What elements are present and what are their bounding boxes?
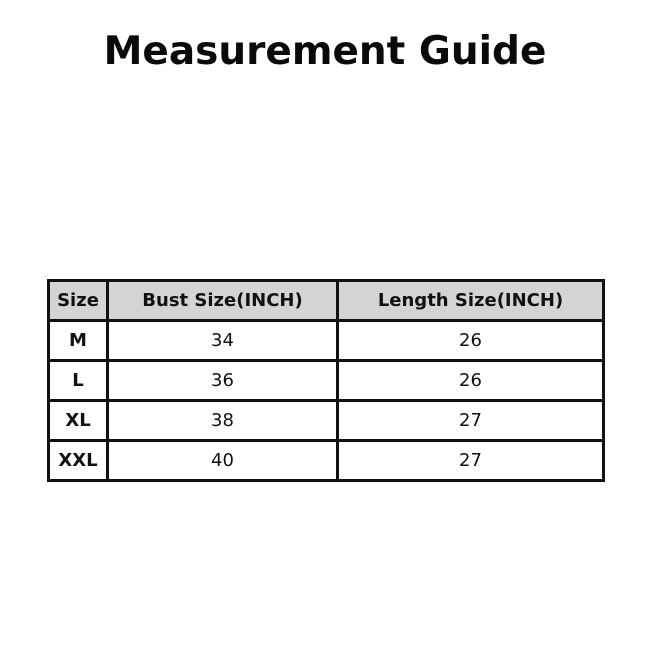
- length-cell: 27: [336, 439, 605, 482]
- size-cell: L: [47, 359, 109, 402]
- header-length: Length Size(INCH): [336, 279, 605, 322]
- header-bust: Bust Size(INCH): [106, 279, 339, 322]
- table-row: M 34 26: [47, 319, 605, 362]
- length-cell: 27: [336, 399, 605, 442]
- size-cell: XL: [47, 399, 109, 442]
- bust-cell: 34: [106, 319, 339, 362]
- bust-cell: 36: [106, 359, 339, 402]
- length-cell: 26: [336, 359, 605, 402]
- table-row: XL 38 27: [47, 399, 605, 442]
- table-header-row: Size Bust Size(INCH) Length Size(INCH): [47, 279, 605, 322]
- page-title: Measurement Guide: [103, 29, 547, 74]
- table-row: L 36 26: [47, 359, 605, 402]
- size-chart-table: Size Bust Size(INCH) Length Size(INCH) M…: [47, 279, 605, 482]
- size-cell: XXL: [47, 439, 109, 482]
- bust-cell: 38: [106, 399, 339, 442]
- table-row: XXL 40 27: [47, 439, 605, 482]
- size-cell: M: [47, 319, 109, 362]
- bust-cell: 40: [106, 439, 339, 482]
- header-size: Size: [47, 279, 109, 322]
- length-cell: 26: [336, 319, 605, 362]
